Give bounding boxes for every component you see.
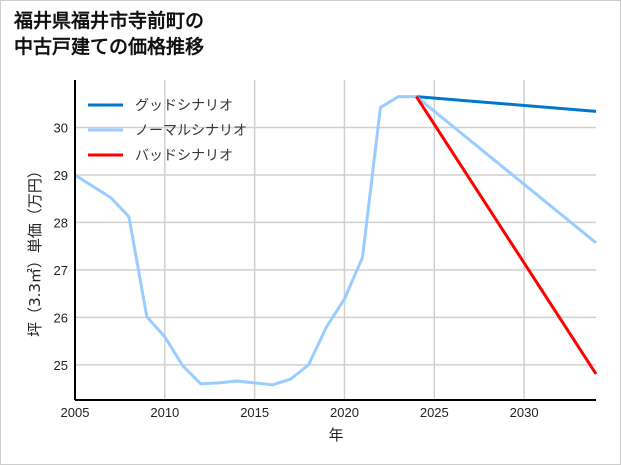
x-axis-label: 年 (328, 426, 343, 444)
title-line-2: 中古戸建ての価格推移 (14, 36, 205, 58)
y-axis-label: 坪（3.3㎡）単価（万円） (26, 163, 44, 337)
x-tick-label: 2025 (420, 405, 449, 420)
legend-label: グッドシナリオ (135, 98, 233, 114)
x-tick-label: 2010 (150, 405, 179, 420)
x-tick-label: 2030 (510, 405, 539, 420)
title-line-1: 福井県福井市寺前町の (14, 10, 205, 32)
chart-title: 福井県福井市寺前町の 中古戸建ての価格推移 (14, 8, 204, 60)
y-tick-label: 25 (54, 358, 68, 373)
x-tick-label: 2005 (61, 405, 90, 420)
x-tick-label: 2020 (330, 405, 359, 420)
y-tick-label: 29 (54, 168, 68, 183)
y-tick-label: 30 (54, 120, 68, 135)
y-tick-label: 27 (54, 263, 68, 278)
series-line-0 (416, 95, 597, 113)
series-line-1 (74, 95, 597, 387)
series-line-2 (415, 95, 598, 375)
x-tick-label: 2015 (240, 405, 269, 420)
y-tick-label: 28 (54, 215, 68, 230)
legend-label: ノーマルシナリオ (135, 123, 247, 139)
legend-label: バッドシナリオ (135, 148, 233, 164)
y-tick-label: 26 (54, 310, 68, 325)
